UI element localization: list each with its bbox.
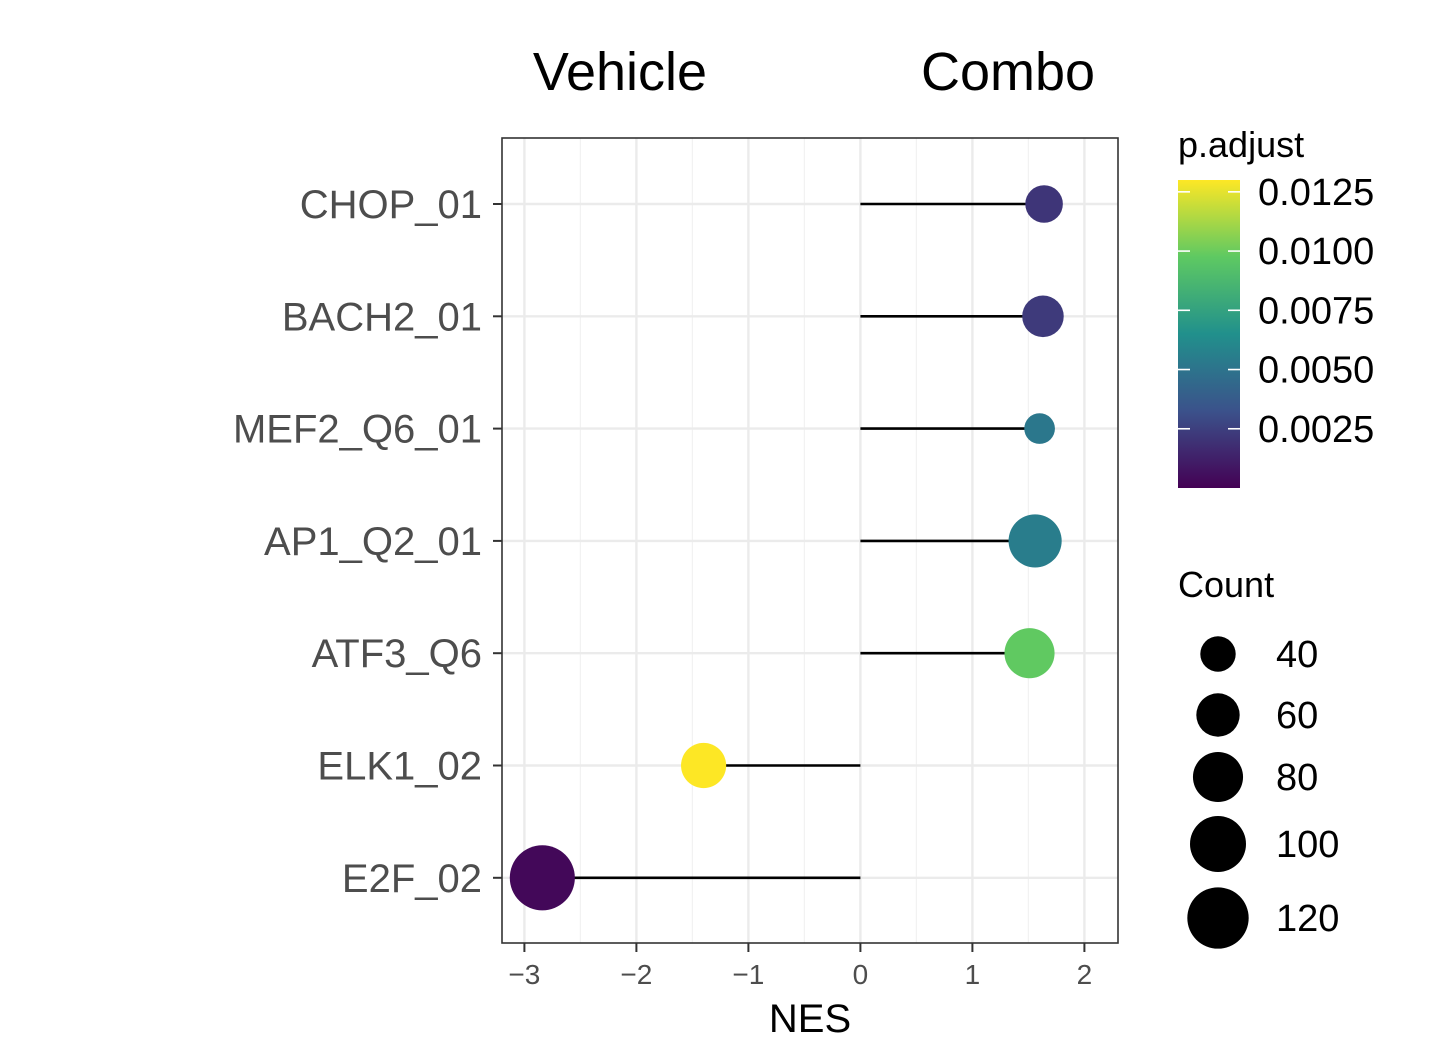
- x-tick-label: 0: [853, 959, 869, 990]
- plot-panel: [501, 137, 1119, 944]
- size-legend-dot: [1187, 887, 1249, 949]
- y-tick-label: AP1_Q2_01: [264, 520, 482, 564]
- color-legend-label: 0.0100: [1258, 231, 1374, 273]
- lollipop-dot: [1022, 295, 1064, 338]
- x-tick-label: −1: [732, 959, 764, 990]
- size-legend-dot: [1200, 636, 1236, 672]
- lollipop-stems: [542, 202, 1045, 880]
- color-legend-bar: [1178, 180, 1240, 488]
- y-tick-label: MEF2_Q6_01: [233, 408, 482, 452]
- lollipop-dot: [1004, 628, 1055, 679]
- color-legend-label: 0.0050: [1258, 350, 1374, 392]
- lollipop-dots: [509, 185, 1064, 911]
- size-legend-dot: [1190, 816, 1246, 872]
- x-axis-title: NES: [769, 997, 851, 1041]
- x-tick-label: −2: [620, 959, 652, 990]
- size-legend-label: 60: [1276, 695, 1318, 737]
- y-axis: CHOP_01 BACH2_01 MEF2_Q6_01 AP1_Q2_01 ATF3_Q…: [233, 183, 502, 901]
- y-tick-label: ATF3_Q6: [312, 632, 482, 676]
- size-legend: Count 40 60 80 100 120: [1178, 564, 1339, 949]
- size-legend-dot: [1196, 693, 1240, 737]
- lollipop-dot: [509, 845, 575, 911]
- y-tick-label: BACH2_01: [282, 295, 482, 339]
- lollipop-dot: [1025, 185, 1063, 223]
- y-tick-label: ELK1_02: [317, 745, 482, 789]
- color-legend-label: 0.0075: [1258, 290, 1374, 332]
- header-label-vehicle: Vehicle: [533, 42, 707, 102]
- x-axis: −3 −2 −1 0 1 2: [508, 943, 1092, 990]
- x-tick-label: 1: [965, 959, 981, 990]
- y-tick-label: CHOP_01: [300, 183, 482, 227]
- size-legend-dot: [1192, 751, 1244, 803]
- color-legend-label: 0.0025: [1258, 409, 1374, 451]
- size-legend-title: Count: [1178, 564, 1274, 605]
- color-legend: p.adjust 0.0025 0.0050 0.0075 0.0100 0.0125: [1178, 124, 1374, 488]
- header-label-combo: Combo: [921, 42, 1095, 102]
- y-tick-label: E2F_02: [342, 857, 482, 901]
- lollipop-dot: [1024, 413, 1055, 444]
- x-tick-label: 2: [1077, 959, 1093, 990]
- size-legend-items: 40 60 80 100 120: [1187, 634, 1339, 949]
- color-legend-label: 0.0125: [1258, 172, 1374, 214]
- color-legend-ticks: 0.0025 0.0050 0.0075 0.0100 0.0125: [1178, 172, 1374, 451]
- lollipop-dot: [1008, 514, 1062, 568]
- size-legend-label: 80: [1276, 757, 1318, 799]
- x-tick-label: −3: [508, 959, 540, 990]
- size-legend-label: 40: [1276, 634, 1318, 676]
- size-legend-label: 100: [1276, 824, 1339, 866]
- lollipop-dot: [681, 742, 727, 789]
- color-legend-title: p.adjust: [1178, 124, 1304, 165]
- size-legend-label: 120: [1276, 898, 1339, 940]
